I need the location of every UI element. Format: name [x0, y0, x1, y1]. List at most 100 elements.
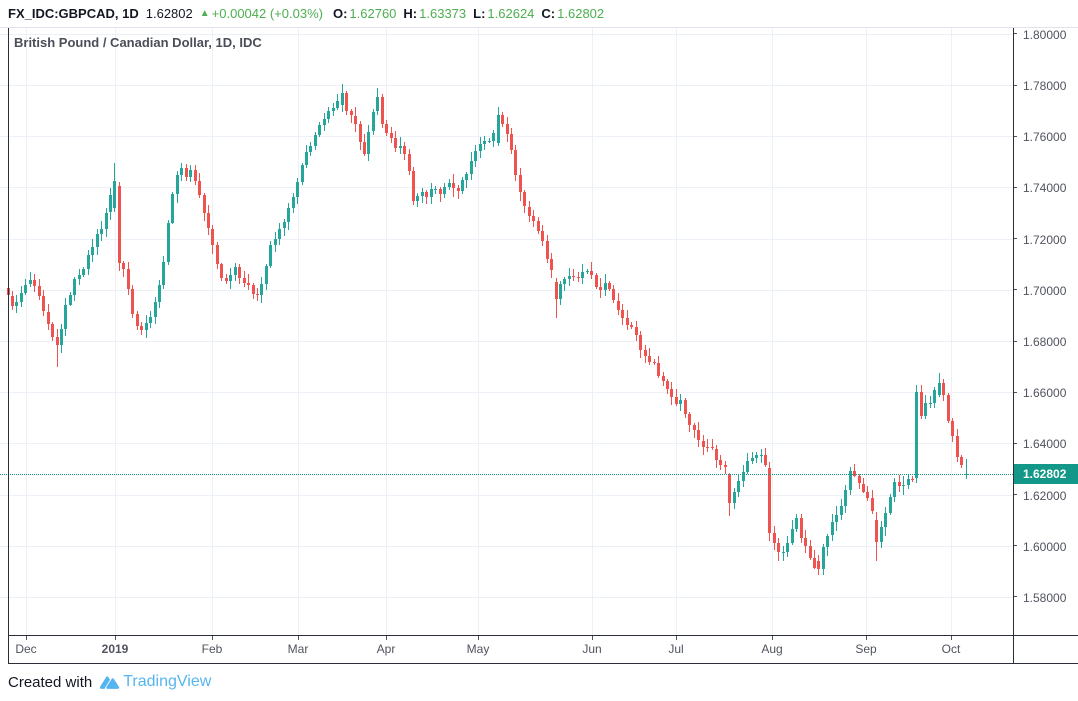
symbol-info-bar: FX_IDC:GBPCAD, 1D 1.62802 ▲ +0.00042 (+0…	[0, 0, 1078, 28]
candle-body	[947, 395, 950, 422]
candle-body	[38, 285, 41, 297]
candle-body	[956, 435, 959, 457]
candle-wick	[351, 108, 352, 123]
candle-body	[702, 440, 705, 448]
candle-body	[724, 464, 727, 467]
candle-body	[185, 167, 188, 177]
symbol-name[interactable]: FX_IDC:GBPCAD, 1D	[8, 6, 139, 21]
candle-body	[225, 278, 228, 281]
candle-body	[243, 277, 246, 283]
candle-body	[933, 390, 936, 404]
tradingview-logo-icon[interactable]	[99, 671, 121, 693]
candle-body	[817, 561, 820, 569]
candle-body	[782, 552, 785, 554]
candle-body	[162, 262, 165, 285]
candle-body	[514, 150, 517, 176]
time-axis-tick	[772, 636, 773, 640]
candle-body	[577, 276, 580, 278]
candle-body	[532, 216, 535, 222]
candle-body	[853, 470, 856, 476]
price-axis-label: 1.68000	[1023, 335, 1067, 349]
axis-border-bottom	[8, 663, 1078, 664]
candle-body	[256, 294, 259, 295]
candle-body	[11, 295, 14, 307]
candle-body	[737, 480, 740, 492]
candle-body	[305, 152, 308, 165]
candle-body	[234, 266, 237, 276]
candle-body	[207, 213, 210, 229]
candle-body	[434, 189, 437, 190]
price-change-value: +0.00042 (+0.03%)	[211, 6, 323, 21]
time-axis-label: Mar	[287, 642, 309, 656]
candle-body	[572, 275, 575, 277]
candle-body	[198, 181, 201, 195]
last-price-badge-text: 1.62802	[1023, 467, 1067, 481]
candle-body	[296, 182, 299, 198]
candle-body	[644, 349, 647, 357]
candle-body	[621, 310, 624, 318]
candle-wick	[400, 137, 401, 154]
price-axis-tick	[1013, 596, 1017, 598]
candle-body	[893, 482, 896, 498]
candle-body	[314, 135, 317, 146]
candle-body	[541, 230, 544, 242]
candle-body	[483, 140, 486, 145]
candle-body	[113, 181, 116, 208]
gridline-horizontal	[0, 341, 1013, 342]
candle-body	[265, 266, 268, 285]
candle-body	[189, 170, 192, 177]
gridline-horizontal	[0, 85, 1013, 87]
candle-body	[768, 467, 771, 533]
price-axis-tick	[1013, 545, 1017, 547]
candle-wick	[966, 459, 967, 479]
candle-body	[203, 194, 206, 213]
candle-body	[318, 124, 321, 135]
candle-body	[675, 397, 678, 405]
candle-body	[216, 245, 219, 265]
price-chart-pane[interactable]: British Pound / Canadian Dollar, 1D, IDC	[0, 28, 1013, 635]
candle-body	[866, 491, 869, 499]
candle-body	[706, 447, 709, 449]
time-axis-label: Aug	[761, 642, 783, 656]
candle-body	[51, 324, 54, 337]
candle-body	[537, 221, 540, 231]
candle-wick	[654, 359, 655, 365]
candle-body	[47, 311, 50, 325]
candle-body	[880, 527, 883, 542]
axis-border-left	[8, 28, 9, 663]
candle-body	[555, 282, 558, 299]
candle-body	[902, 484, 905, 487]
attribution-bar: Created with TradingView	[8, 663, 1078, 701]
price-axis-tick	[1013, 340, 1017, 342]
gridline-vertical	[26, 28, 27, 635]
candle-body	[56, 336, 59, 345]
price-axis-tick	[1013, 186, 1017, 188]
time-axis-tick	[478, 636, 479, 640]
candle-body	[158, 284, 161, 303]
candle-body	[728, 475, 731, 504]
candle-body	[550, 259, 553, 271]
gridline-vertical	[592, 28, 593, 635]
candle-body	[693, 424, 696, 430]
candle-body	[140, 326, 143, 331]
open-label: O:	[332, 6, 348, 21]
gridline-horizontal	[0, 289, 1013, 291]
candle-body	[849, 470, 852, 491]
time-axis-label: May	[466, 642, 490, 656]
price-axis-label: 1.72000	[1023, 232, 1067, 247]
price-axis[interactable]: 1.62802 1.80000 1.78000 1.76000 1.74000 1.72…	[1013, 28, 1078, 635]
candle-wick	[466, 172, 467, 188]
price-axis-tick	[1013, 84, 1017, 86]
candle-body	[73, 278, 76, 296]
candle-body	[586, 270, 589, 272]
candle-body	[951, 421, 954, 436]
time-axis[interactable]: Dec 2019 Feb Mar Apr May Jun Jul Aug Sep Oct	[0, 635, 1078, 663]
price-axis-label: 1.58000	[1023, 590, 1067, 605]
candle-body	[341, 92, 344, 106]
candle-body	[733, 491, 736, 504]
candle-body	[684, 399, 687, 414]
time-axis-tick	[386, 636, 387, 640]
tradingview-link[interactable]: TradingView	[123, 673, 212, 690]
candle-body	[679, 399, 682, 405]
candle-body	[15, 301, 18, 307]
